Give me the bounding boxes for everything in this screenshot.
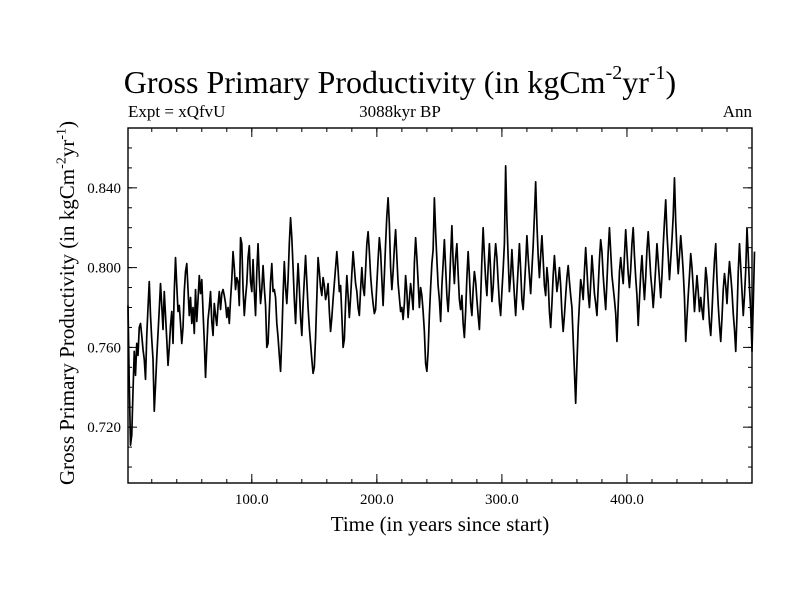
- season-label: Ann: [722, 102, 752, 121]
- y-tick-label: 0.800: [87, 261, 121, 277]
- period-label: 3088kyr BP: [359, 102, 441, 121]
- y-tick-label: 0.760: [87, 340, 121, 356]
- y-axis-label: Gross Primary Productivity (in kgCm-2yr-…: [54, 121, 79, 486]
- series-line-annual-gpp: [127, 165, 756, 446]
- y-tick-label: 0.720: [87, 420, 121, 436]
- x-tick-label: 100.0: [235, 492, 269, 508]
- x-tick-label: 400.0: [610, 492, 644, 508]
- plot-frame: [127, 127, 753, 484]
- x-tick-label: 300.0: [485, 492, 519, 508]
- x-axis-label: Time (in years since start): [330, 512, 550, 536]
- x-tick-label: 200.0: [360, 492, 394, 508]
- y-tick-label: 0.840: [87, 181, 121, 197]
- chart-title: Gross Primary Productivity (in kgCm-2yr-…: [123, 62, 677, 100]
- axis-tick-labels: 100.0 200.0 300.0 400.0 0.720 0.760 0.800 0.840: [87, 181, 644, 508]
- experiment-label: Expt = xQfvU: [128, 102, 226, 121]
